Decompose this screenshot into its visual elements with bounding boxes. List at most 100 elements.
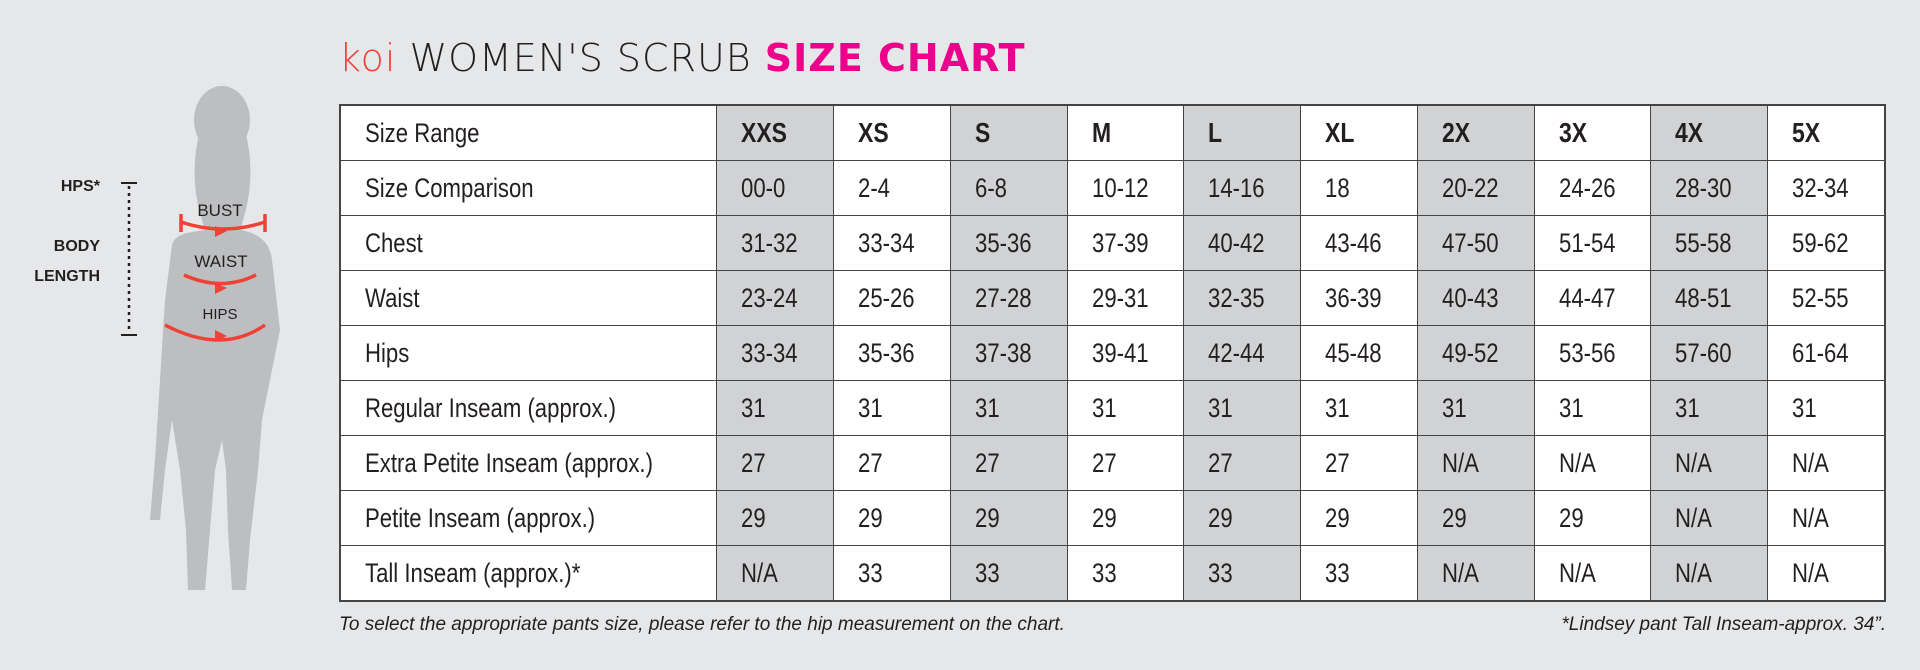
cell-text: 23-24	[741, 282, 798, 313]
table-cell: 27	[1183, 435, 1302, 491]
cell-text: XS	[857, 117, 889, 148]
table-cell: 49-52	[1416, 325, 1535, 381]
table-cell: 25-26	[832, 270, 951, 326]
table-cell: 31	[716, 380, 834, 436]
cell-text: M	[1091, 117, 1111, 148]
cell-text: 29	[1325, 502, 1350, 533]
table-cell: 35-36	[832, 325, 951, 381]
table-cell: 31	[832, 380, 951, 436]
table-cell: 31	[1300, 380, 1418, 436]
table-cell: 61-64	[1767, 325, 1886, 381]
size-header-cell: L	[1183, 104, 1302, 161]
table-cell: 33	[949, 545, 1068, 602]
table-row: Regular Inseam (approx.) 31 31 31 31 31 31 31 31…	[339, 380, 1886, 436]
cell-text: 31	[741, 392, 766, 423]
row-label: Size Comparison	[339, 160, 718, 216]
row-label: Regular Inseam (approx.)	[339, 380, 718, 436]
cell-text: 33	[974, 557, 1000, 588]
table-cell: 31	[1066, 380, 1185, 436]
cell-text: 6-8	[974, 172, 1007, 203]
size-header-cell: 3X	[1533, 104, 1652, 161]
table-cell: 29	[716, 490, 834, 546]
cell-text: 25-26	[857, 282, 915, 313]
cell-text: 3X	[1558, 117, 1587, 148]
cell-text: 47-50	[1441, 227, 1499, 258]
table-cell: 29	[1066, 490, 1185, 546]
table-cell: 29	[1416, 490, 1535, 546]
table-cell: 47-50	[1416, 215, 1535, 271]
cell-text: 27	[1091, 447, 1117, 478]
size-header-cell: S	[949, 104, 1068, 161]
cell-text: 20-22	[1441, 172, 1499, 203]
table-cell: 53-56	[1533, 325, 1652, 381]
size-header-cell: XXS	[716, 104, 834, 161]
table-cell: 33	[1183, 545, 1302, 602]
table-cell: 48-51	[1650, 270, 1769, 326]
table-cell: 27	[1300, 435, 1418, 491]
table-cell: 27	[716, 435, 834, 491]
row-label-text: Extra Petite Inseam (approx.)	[365, 447, 653, 478]
cell-text: 14-16	[1208, 172, 1265, 203]
cell-text: 33-34	[857, 227, 915, 258]
row-label-text: Regular Inseam (approx.)	[365, 392, 617, 423]
footer-note-right: *Lindsey pant Tall Inseam-approx. 34”.	[1561, 614, 1886, 635]
cell-text: 10-12	[1091, 172, 1149, 203]
cell-text: 35-36	[974, 227, 1032, 258]
cell-text: N/A	[1792, 557, 1830, 588]
table-cell: 29	[832, 490, 951, 546]
table-cell: 33-34	[716, 325, 834, 381]
woman-silhouette-icon	[121, 86, 280, 590]
cell-text: 24-26	[1558, 172, 1616, 203]
cell-text: 31	[1441, 392, 1467, 423]
cell-text: 40-43	[1441, 282, 1499, 313]
table-cell: 29	[1183, 490, 1302, 546]
table-cell: 59-62	[1767, 215, 1886, 271]
table-cell: 39-41	[1066, 325, 1185, 381]
cell-text: 29-31	[1091, 282, 1149, 313]
table-cell: 35-36	[949, 215, 1068, 271]
cell-text: 29	[1208, 502, 1233, 533]
table-cell: 40-42	[1183, 215, 1302, 271]
table-row: Hips 33-34 35-36 37-38 39-41 42-44 45-48 49-52 5…	[339, 325, 1886, 381]
table-row: Tall Inseam (approx.)* N/A 33 33 33 33 33 N/A N/…	[339, 545, 1886, 602]
row-label: Tall Inseam (approx.)*	[339, 545, 718, 602]
cell-text: N/A	[1675, 447, 1713, 478]
cell-text: 43-46	[1325, 227, 1382, 258]
title-main: WOMEN'S SCRUB	[409, 36, 752, 80]
cell-text: 27	[857, 447, 883, 478]
table-cell: 2-4	[832, 160, 951, 216]
cell-text: 35-36	[857, 337, 915, 368]
row-label-text: Petite Inseam (approx.)	[365, 502, 596, 533]
size-header-cell: XL	[1300, 104, 1418, 161]
cell-text: 27	[974, 447, 1000, 478]
row-label-text: Size Range	[365, 117, 480, 148]
cell-text: 31-32	[741, 227, 798, 258]
cell-text: 4X	[1675, 117, 1704, 148]
brand-logo-text: koi	[339, 36, 397, 80]
table-cell: N/A	[1767, 490, 1886, 546]
table-cell: N/A	[1650, 435, 1769, 491]
row-label-text: Size Comparison	[365, 172, 534, 203]
table-cell: N/A	[1533, 435, 1652, 491]
table-cell: N/A	[716, 545, 834, 602]
size-header-cell: XS	[832, 104, 951, 161]
table-cell: N/A	[1416, 545, 1535, 602]
table-cell: 40-43	[1416, 270, 1535, 326]
size-header-cell: M	[1066, 104, 1185, 161]
cell-text: 39-41	[1091, 337, 1149, 368]
table-cell: 29	[1300, 490, 1418, 546]
cell-text: 33	[1208, 557, 1233, 588]
cell-text: N/A	[1441, 557, 1479, 588]
table-row: Extra Petite Inseam (approx.) 27 27 27 27 27 2…	[339, 435, 1886, 491]
table-row: Size Comparison 00-0 2-4 6-8 10-12 14-16 18 20-…	[339, 160, 1886, 216]
table-cell: 14-16	[1183, 160, 1302, 216]
cell-text: 45-48	[1325, 337, 1382, 368]
table-cell: 27	[949, 435, 1068, 491]
cell-text: 18	[1325, 172, 1350, 203]
row-label: Chest	[339, 215, 718, 271]
cell-text: 31	[1325, 392, 1350, 423]
cell-text: 00-0	[741, 172, 786, 203]
table-cell: 32-34	[1767, 160, 1886, 216]
table-cell: 28-30	[1650, 160, 1769, 216]
cell-text: 31	[974, 392, 1000, 423]
